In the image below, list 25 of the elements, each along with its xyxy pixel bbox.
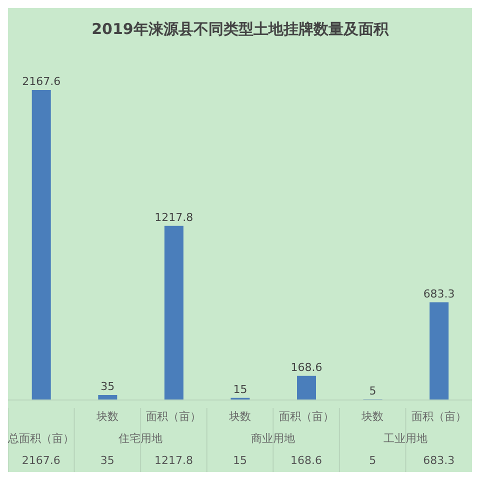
x-tick-label: 面积（亩） [146,410,202,423]
x-tick-label: 块数 [360,410,384,423]
data-label: 168.6 [290,360,322,374]
text: 工业用地 [384,432,428,445]
data-label: 15 [233,382,248,396]
chart-title: 2019年涞源县不同类型土地挂牌数量及面积 [90,19,390,40]
x-tick-label: 块数 [228,410,251,423]
text: 1217.8 [154,454,193,467]
text: 168.6 [290,454,322,467]
x-tick-label: 块数 [95,410,118,423]
text: 683.3 [423,454,455,467]
text: 住宅用地 [118,432,163,445]
x-tick-label: 面积（亩） [411,410,466,423]
text: 5 [369,454,376,467]
x-tick-label: 面积（亩） [278,410,334,423]
text: 商业用地 [251,432,296,445]
text: 35 [100,454,114,467]
text: 2167.6 [22,454,60,467]
text: 15 [233,454,247,467]
data-label: 2167.6 [22,75,61,88]
data-label: 35 [100,380,115,393]
data-label: 5 [369,384,376,398]
data-label: 1217.8 [154,210,194,224]
text: 总面积（亩） [7,432,74,445]
data-label: 683.3 [423,287,455,300]
